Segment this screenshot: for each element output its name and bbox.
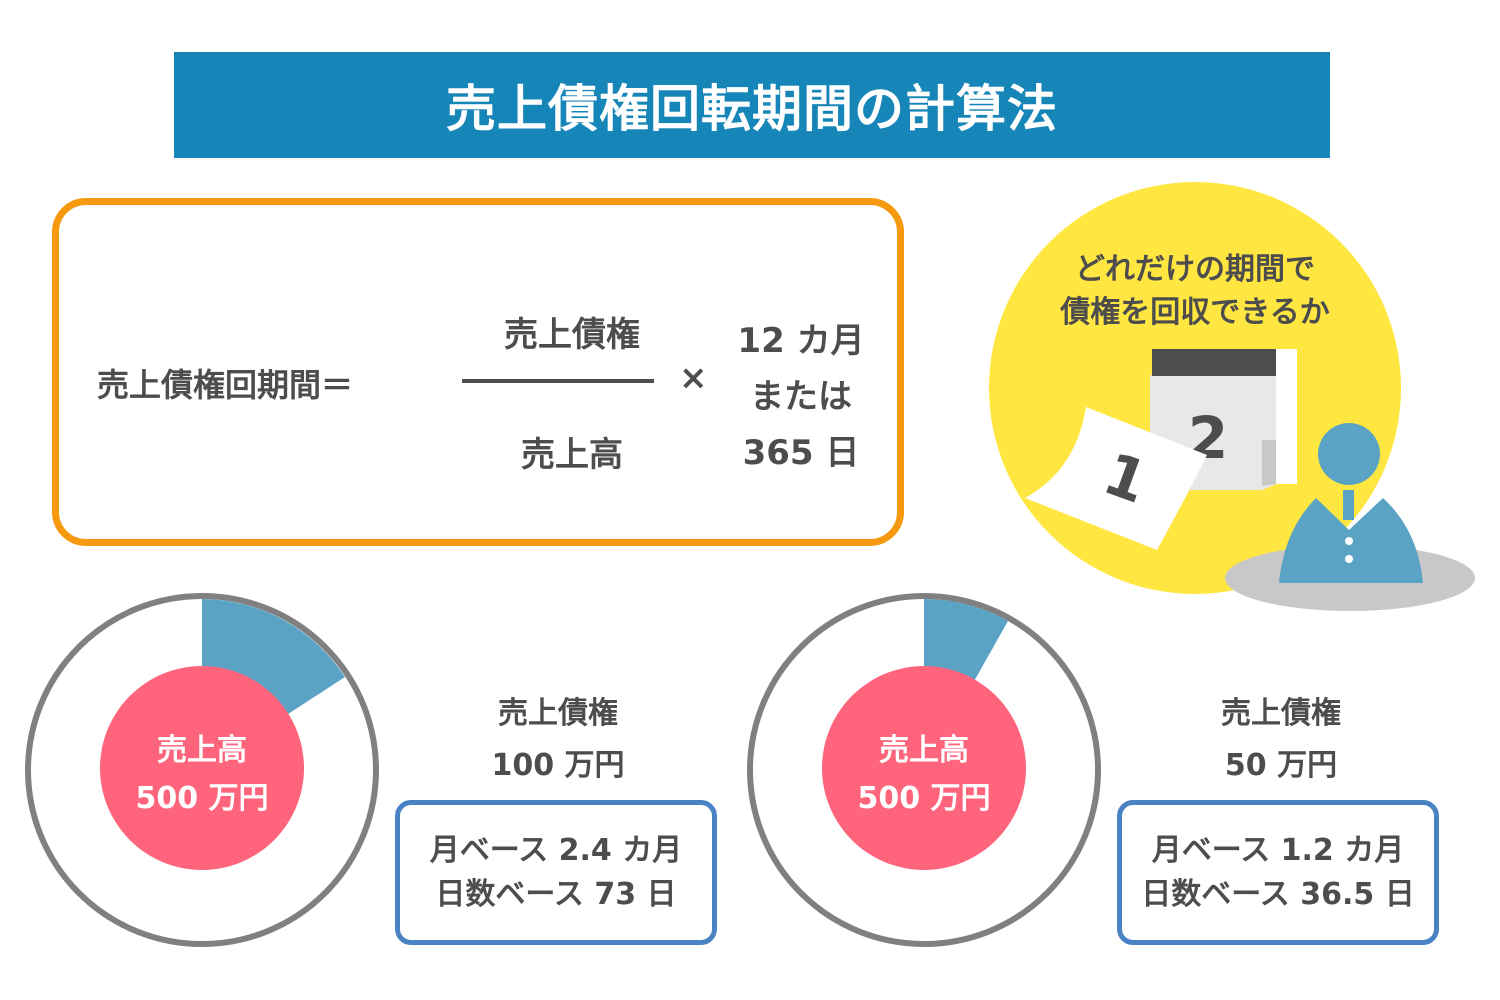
donut-chart-example-2 (747, 593, 1101, 947)
caption-line-2: 債権を回収できるか (1060, 295, 1330, 330)
result-box-1: 月ベース 2.4 カ月 日数ベース 73 日 (395, 800, 717, 945)
title-banner: 売上債権回転期間の計算法 (174, 52, 1330, 158)
donut-chart-example-1 (25, 593, 379, 947)
fraction-bar (462, 379, 654, 383)
result-box-2: 月ベース 1.2 カ月 日数ベース 36.5 日 (1117, 800, 1439, 945)
receivable-label-2: 売上債権 50 万円 (1221, 696, 1341, 783)
sales-circle (100, 666, 304, 870)
multiply-sign: × (679, 358, 708, 398)
bubble-caption: どれだけの期間で 債権を回収できるか (1020, 248, 1370, 334)
result-monthly: 月ベース 1.2 カ月 (1151, 832, 1405, 868)
sales-label-2: 売上高 500 万円 (857, 733, 991, 816)
receivable-label-1: 売上債権 100 万円 (491, 696, 625, 783)
formula-box: 売上債権回期間＝ 売上債権 売上高 × 12 カ月 または 365 日 (52, 198, 904, 546)
result-daily: 日数ベース 73 日 (435, 876, 677, 912)
page-title: 売上債権回転期間の計算法 (446, 80, 1058, 138)
result-daily: 日数ベース 36.5 日 (1141, 876, 1415, 912)
formula-multiplier: 12 カ月 または 365 日 (721, 313, 881, 481)
formula-denominator: 売上高 (521, 435, 623, 475)
sales-label-1: 売上高 500 万円 (135, 733, 269, 816)
result-monthly: 月ベース 2.4 カ月 (429, 832, 683, 868)
formula-numerator: 売上債権 (504, 315, 640, 355)
calendar-icon: 2 1 (1025, 349, 1297, 550)
multiplier-line-or: または (750, 377, 852, 417)
formula-lhs: 売上債権回期間＝ (97, 366, 354, 404)
multiplier-line-days: 365 日 (742, 433, 860, 473)
sales-circle (822, 666, 1026, 870)
caption-line-1: どれだけの期間で (1075, 252, 1315, 287)
multiplier-line-months: 12 カ月 (737, 321, 865, 361)
person-icon (1279, 423, 1423, 583)
